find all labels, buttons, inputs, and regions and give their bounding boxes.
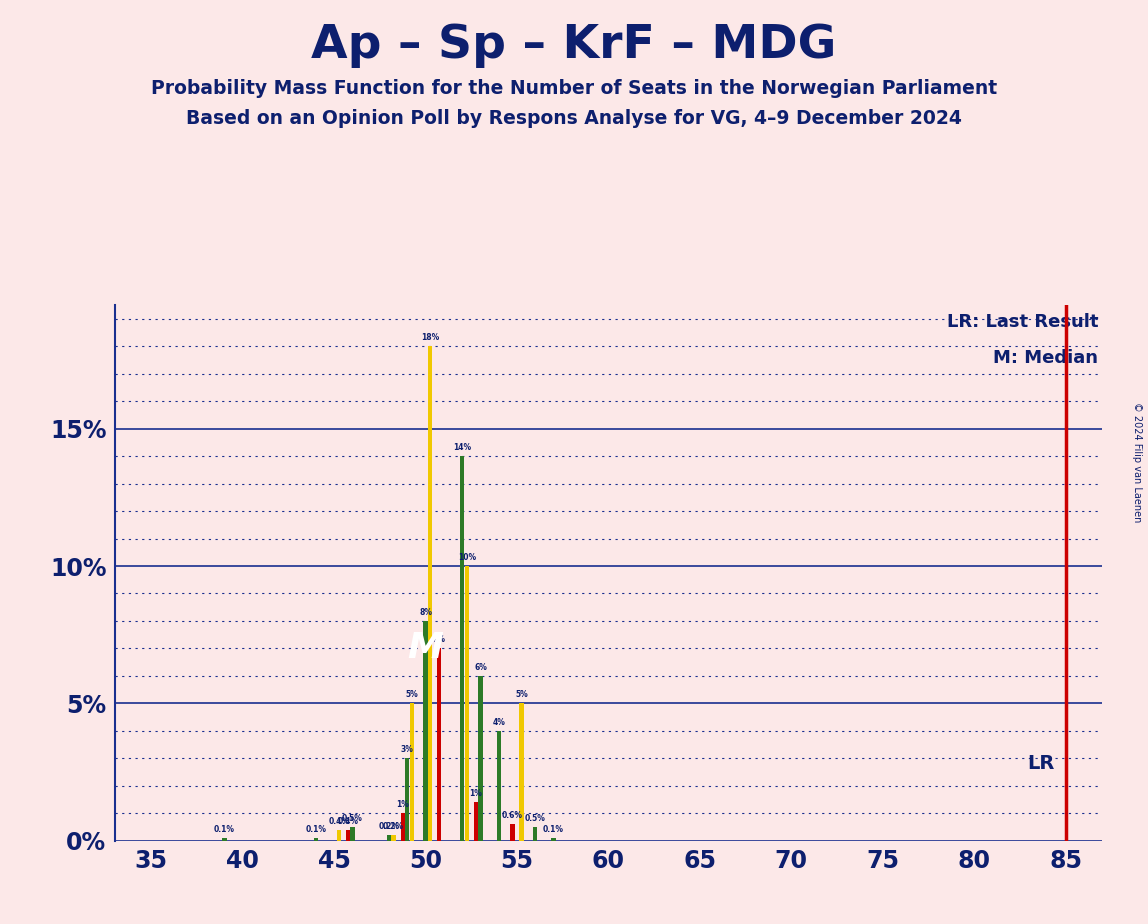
Text: M: M	[408, 631, 443, 665]
Text: 0.2%: 0.2%	[379, 822, 400, 832]
Bar	[465, 566, 468, 841]
Bar	[410, 703, 414, 841]
Text: 0.2%: 0.2%	[383, 822, 404, 832]
Bar	[474, 802, 478, 841]
Text: 0.1%: 0.1%	[214, 825, 235, 834]
Bar	[533, 827, 537, 841]
Bar	[511, 824, 514, 841]
Text: 10%: 10%	[458, 553, 475, 562]
Text: 0.1%: 0.1%	[305, 825, 326, 834]
Bar	[519, 703, 523, 841]
Text: 7%: 7%	[433, 636, 445, 644]
Text: 1%: 1%	[470, 789, 482, 798]
Bar	[401, 813, 405, 841]
Text: M: Median: M: Median	[993, 349, 1099, 367]
Text: LR: LR	[1027, 754, 1055, 773]
Bar	[428, 346, 433, 841]
Bar	[551, 838, 556, 841]
Text: 0.4%: 0.4%	[328, 817, 349, 826]
Text: 8%: 8%	[419, 608, 432, 617]
Bar	[391, 835, 396, 841]
Text: LR: Last Result: LR: Last Result	[947, 313, 1099, 331]
Bar	[313, 838, 318, 841]
Text: 1%: 1%	[396, 800, 409, 809]
Text: 0.5%: 0.5%	[342, 814, 363, 823]
Text: 0.6%: 0.6%	[502, 811, 523, 821]
Text: Probability Mass Function for the Number of Seats in the Norwegian Parliament: Probability Mass Function for the Number…	[150, 79, 998, 98]
Text: 6%: 6%	[474, 663, 487, 672]
Bar	[346, 830, 350, 841]
Bar	[497, 731, 501, 841]
Text: Ap – Sp – KrF – MDG: Ap – Sp – KrF – MDG	[311, 23, 837, 68]
Text: 0.5%: 0.5%	[525, 814, 545, 823]
Bar	[387, 835, 391, 841]
Bar	[479, 676, 482, 841]
Bar	[405, 759, 410, 841]
Text: Based on an Opinion Poll by Respons Analyse for VG, 4–9 December 2024: Based on an Opinion Poll by Respons Anal…	[186, 109, 962, 128]
Text: © 2024 Filip van Laenen: © 2024 Filip van Laenen	[1132, 402, 1142, 522]
Bar	[336, 830, 341, 841]
Text: 4%: 4%	[492, 718, 505, 727]
Text: 5%: 5%	[515, 690, 528, 699]
Text: 0.1%: 0.1%	[543, 825, 564, 834]
Text: 18%: 18%	[421, 333, 440, 342]
Bar	[460, 456, 464, 841]
Text: 3%: 3%	[401, 746, 413, 754]
Text: 0.4%: 0.4%	[338, 817, 358, 826]
Bar	[424, 621, 428, 841]
Text: 5%: 5%	[405, 690, 418, 699]
Bar	[223, 838, 226, 841]
Text: 14%: 14%	[453, 443, 471, 452]
Bar	[350, 827, 355, 841]
Bar	[437, 649, 442, 841]
